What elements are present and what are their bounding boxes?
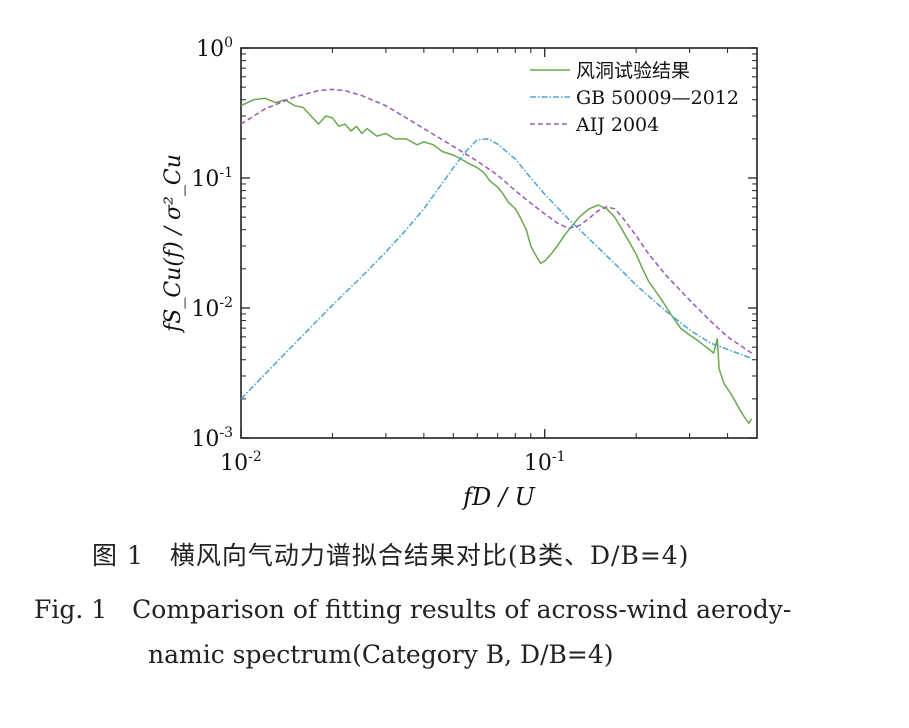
x-axis-label: fD / U bbox=[461, 483, 535, 511]
series-line-3 bbox=[240, 88, 753, 354]
figure-caption-english-line1: Fig. 1 Comparison of fitting results of … bbox=[34, 595, 792, 624]
figure-caption-chinese: 图 1 横风向气动力谱拟合结果对比(B类、D/B=4) bbox=[92, 541, 690, 570]
plot-frame bbox=[240, 47, 758, 439]
y-tick-label: 10-1 bbox=[191, 165, 233, 192]
legend-label-3: AIJ 2004 bbox=[575, 114, 659, 136]
legend-label-1: 风洞试验结果 bbox=[576, 60, 690, 82]
plot-border bbox=[240, 47, 758, 439]
series-line-2 bbox=[240, 138, 752, 400]
y-tick-label: 100 bbox=[196, 35, 233, 62]
series-layer bbox=[240, 88, 753, 424]
figure-caption-english-line2: namic spectrum(Category B, D/B=4) bbox=[148, 640, 614, 669]
x-tick-label: 10-2 bbox=[220, 449, 262, 476]
y-tick-label: 10-3 bbox=[191, 425, 233, 452]
y-axis-label: fS_Cu(f) / σ²_Cu bbox=[161, 154, 186, 334]
x-tick-label: 10-1 bbox=[524, 449, 566, 476]
y-tick-label: 10-2 bbox=[191, 295, 233, 322]
legend: 风洞试验结果 GB 50009—2012 AIJ 2004 bbox=[530, 60, 739, 136]
legend-label-2: GB 50009—2012 bbox=[576, 87, 739, 109]
axis-labels: fD / U fS_Cu(f) / σ²_Cu bbox=[161, 154, 536, 511]
series-line-1 bbox=[240, 97, 753, 424]
